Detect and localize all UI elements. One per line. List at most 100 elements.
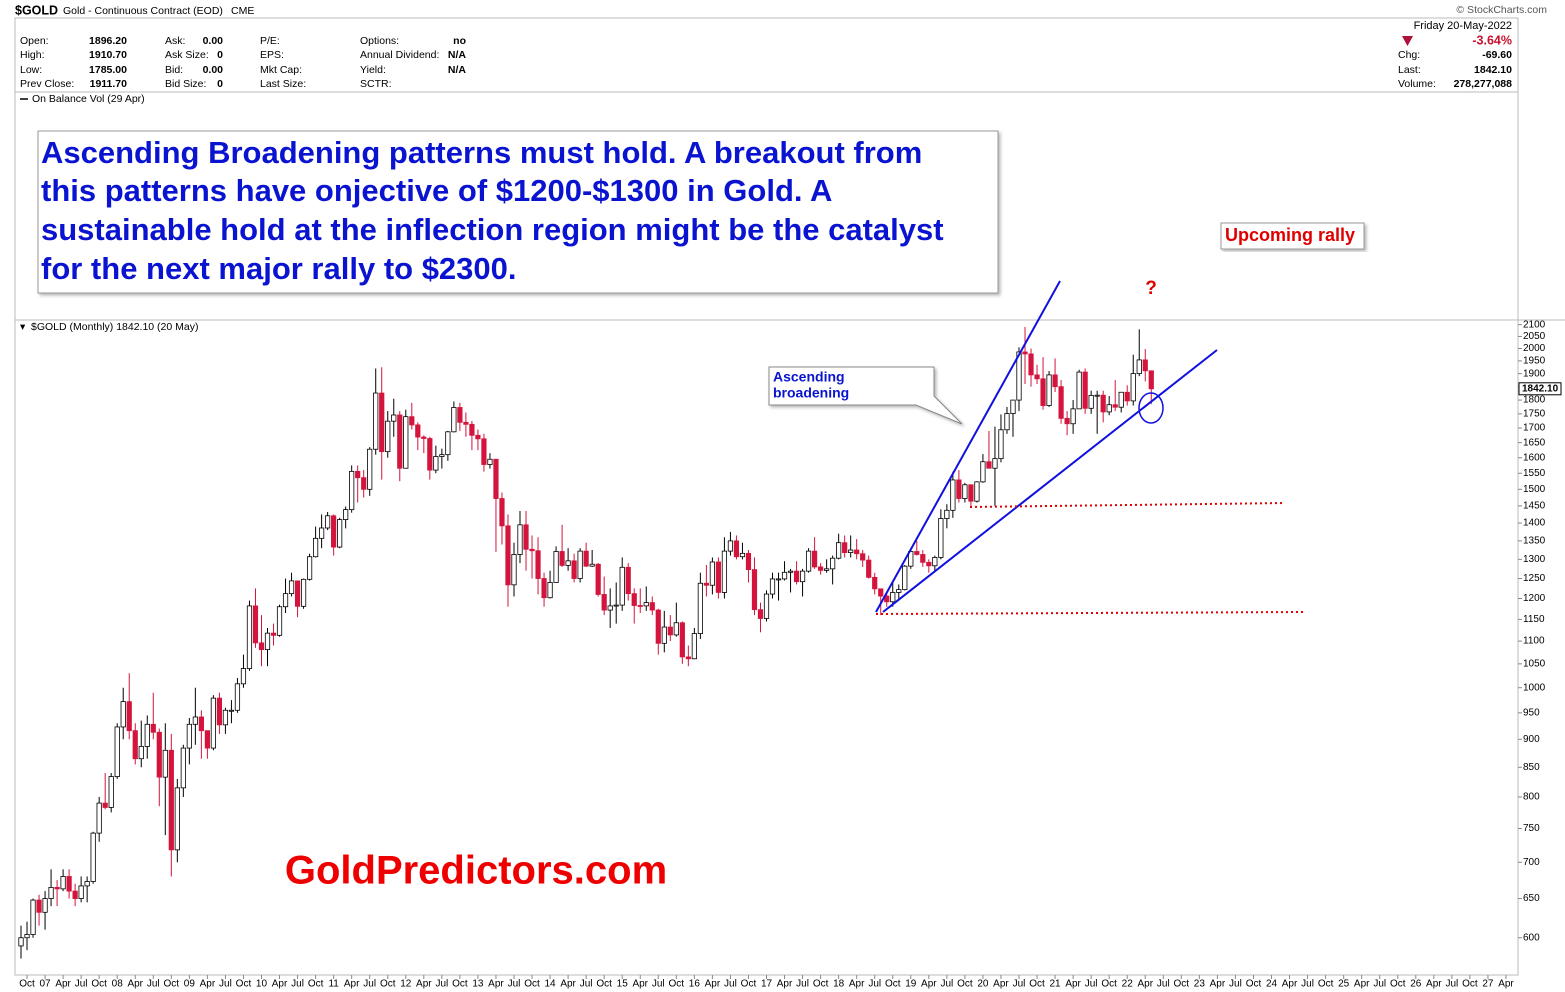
y-tick-label: 650 — [1523, 893, 1540, 904]
candle-body — [1034, 374, 1040, 380]
candle-body — [391, 414, 397, 422]
y-tick-label: 1450 — [1523, 501, 1546, 512]
y-tick-label: 1800 — [1523, 395, 1546, 406]
candle-body — [409, 416, 415, 426]
candle-body — [878, 588, 884, 597]
y-tick-label: 1400 — [1523, 518, 1546, 529]
candle-body — [1022, 351, 1028, 355]
candle-body — [685, 656, 691, 660]
candle-body — [343, 509, 349, 520]
quote-label: Ask: — [165, 35, 185, 47]
candle-body — [1058, 386, 1064, 419]
candle-body — [156, 731, 162, 778]
x-tick-label: Jul — [363, 979, 376, 990]
note-line: for the next major rally to $2300. — [41, 251, 517, 286]
y-tick-label: 1250 — [1523, 573, 1546, 584]
candle-body — [475, 434, 481, 440]
candle-body — [306, 556, 313, 580]
candle-body — [559, 551, 565, 566]
candle-body — [926, 561, 932, 567]
candle-body — [667, 626, 673, 636]
x-tick-label: Oct — [741, 979, 757, 990]
candle-body — [337, 519, 343, 548]
y-tick-label: 850 — [1523, 762, 1540, 773]
candle-body — [415, 424, 421, 438]
quote-label: Bid: — [165, 64, 183, 76]
x-tick-label: Apr — [560, 979, 576, 990]
candle-body — [1088, 395, 1094, 409]
candle-body — [24, 934, 30, 939]
candle-body — [974, 481, 980, 502]
candle-body — [439, 454, 445, 457]
x-tick-label: Apr — [1210, 979, 1226, 990]
price-tag — [1518, 382, 1562, 396]
change-percent: -3.64% — [1472, 33, 1512, 47]
candle-body — [655, 609, 661, 644]
quote-value: 1785.00 — [89, 64, 127, 76]
x-tick-label: Oct — [91, 979, 107, 990]
quote-label: EPS: — [260, 49, 284, 61]
candle-body — [222, 709, 229, 726]
candle-body — [355, 470, 361, 479]
x-tick-label: 20 — [977, 979, 989, 990]
y-tick-label: 1200 — [1523, 593, 1546, 604]
x-tick-label: Oct — [1318, 979, 1334, 990]
candle-body — [631, 593, 637, 606]
candle-body — [805, 550, 812, 572]
candle-body — [451, 407, 457, 433]
candle-body — [1112, 404, 1118, 408]
change-label: Volume: — [1398, 78, 1436, 90]
candle-body — [1040, 378, 1046, 406]
y-tick-label: 950 — [1523, 707, 1540, 718]
candle-body — [535, 550, 541, 579]
candle-body — [950, 479, 956, 511]
candle-body — [787, 570, 794, 573]
x-tick-label: Apr — [1137, 979, 1153, 990]
callout-line: Ascending — [773, 369, 845, 385]
quote-label: SCTR: — [360, 78, 392, 90]
x-tick-label: Jul — [580, 979, 593, 990]
candle-body — [42, 898, 48, 913]
x-tick-label: Oct — [885, 979, 901, 990]
candle-body — [529, 548, 535, 552]
candle-body — [920, 554, 926, 563]
candle-body — [1148, 370, 1154, 390]
candle-body — [300, 578, 307, 607]
callout-line: broadening — [773, 385, 849, 401]
x-tick-label: Jul — [1301, 979, 1314, 990]
candle-body — [198, 716, 204, 732]
x-tick-label: Oct — [308, 979, 324, 990]
change-value: -69.60 — [1482, 49, 1512, 61]
x-tick-label: Oct — [1462, 979, 1478, 990]
note-box — [37, 130, 999, 294]
candle-body — [577, 550, 583, 579]
candle-body — [36, 899, 42, 913]
quote-label: Prev Close: — [20, 78, 74, 90]
candle-body — [565, 560, 571, 566]
candle-body — [1142, 359, 1148, 372]
x-tick-label: 13 — [472, 979, 484, 990]
quote-value: 0 — [217, 49, 223, 61]
x-tick-label: 21 — [1050, 979, 1062, 990]
x-tick-label: Jul — [940, 979, 953, 990]
x-tick-label: 09 — [184, 979, 196, 990]
candle-body — [168, 749, 174, 851]
x-tick-label: 18 — [833, 979, 845, 990]
x-tick-label: 15 — [617, 979, 629, 990]
candle-body — [757, 609, 764, 619]
x-tick-label: 07 — [39, 979, 51, 990]
quote-value: no — [453, 35, 466, 47]
x-tick-label: Apr — [1065, 979, 1081, 990]
candle-body — [962, 484, 968, 499]
candle-body — [896, 589, 902, 593]
x-tick-label: Apr — [127, 979, 143, 990]
x-tick-label: Oct — [1029, 979, 1045, 990]
candle-body — [595, 563, 601, 595]
x-tick-label: Oct — [669, 979, 685, 990]
quote-label: Annual Dividend: — [360, 49, 439, 61]
candle-body — [763, 593, 770, 619]
x-tick-label: Apr — [921, 979, 937, 990]
x-tick-label: 23 — [1194, 979, 1206, 990]
